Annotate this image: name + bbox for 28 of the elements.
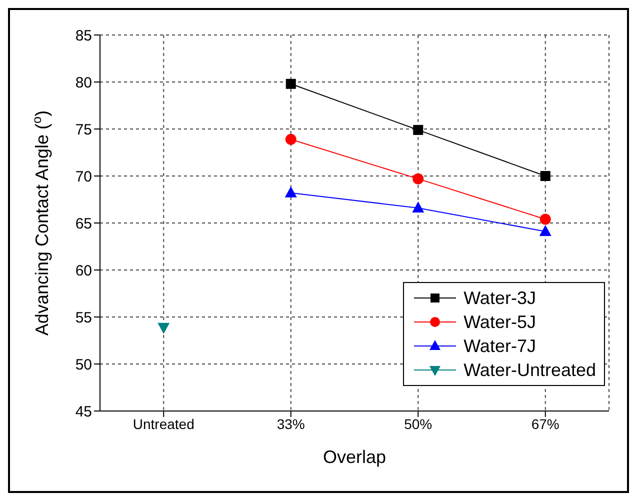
point [412, 173, 424, 184]
x-tick-label: Untreated [132, 416, 194, 432]
y-tick-label: 55 [75, 309, 92, 326]
y-tick-label: 65 [75, 215, 92, 232]
point [412, 201, 424, 212]
y-tick-label: 60 [75, 262, 92, 280]
point [539, 224, 552, 236]
y-tick-label: 80 [75, 74, 92, 92]
x-tick-label: 33% [276, 416, 305, 432]
y-tick-label: 45 [75, 403, 92, 420]
point [413, 124, 424, 135]
y-tick-label: 70 [75, 168, 92, 186]
point [540, 214, 551, 225]
point [158, 322, 170, 334]
x-tick-label: 50% [404, 416, 432, 432]
legend-label: Water-7J [464, 336, 536, 356]
x-axis-title: Overlap [322, 447, 386, 467]
legend-label: Water-Untreated [464, 360, 596, 380]
point [540, 171, 550, 181]
point [285, 134, 296, 145]
y-tick-label: 50 [75, 356, 92, 374]
point [286, 78, 296, 89]
point [284, 186, 297, 198]
y-tick-label: 75 [75, 121, 92, 138]
legend-label: Water-5J [464, 312, 536, 332]
y-tick-label: 85 [75, 27, 92, 44]
x-tick-label: 67% [531, 416, 560, 432]
legend-label: Water-3J [464, 288, 536, 308]
